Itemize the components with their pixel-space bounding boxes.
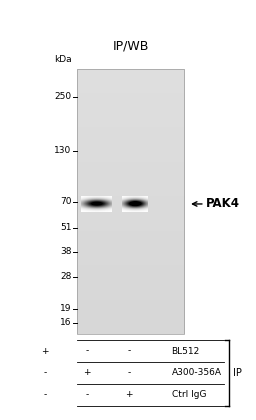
Text: 38: 38 <box>60 247 72 256</box>
Text: 130: 130 <box>55 146 72 155</box>
Text: IP/WB: IP/WB <box>112 39 149 52</box>
Text: -: - <box>86 390 89 399</box>
Text: 70: 70 <box>60 197 72 206</box>
Text: +: + <box>83 368 91 378</box>
Text: PAK4: PAK4 <box>206 197 240 210</box>
Text: Ctrl IgG: Ctrl IgG <box>172 390 206 399</box>
Text: A300-356A: A300-356A <box>172 368 221 378</box>
Text: -: - <box>128 368 131 378</box>
Text: -: - <box>128 346 131 356</box>
Text: 250: 250 <box>55 92 72 102</box>
Text: BL512: BL512 <box>172 346 200 356</box>
Text: kDa: kDa <box>54 55 72 64</box>
Text: 51: 51 <box>60 223 72 232</box>
Text: +: + <box>125 390 133 399</box>
Text: 28: 28 <box>60 273 72 281</box>
Text: IP: IP <box>233 368 242 378</box>
Text: 16: 16 <box>60 318 72 328</box>
Text: 19: 19 <box>60 304 72 313</box>
Bar <box>77 69 184 334</box>
Text: -: - <box>43 390 46 399</box>
Text: +: + <box>41 346 49 356</box>
Text: -: - <box>86 346 89 356</box>
Text: -: - <box>43 368 46 378</box>
